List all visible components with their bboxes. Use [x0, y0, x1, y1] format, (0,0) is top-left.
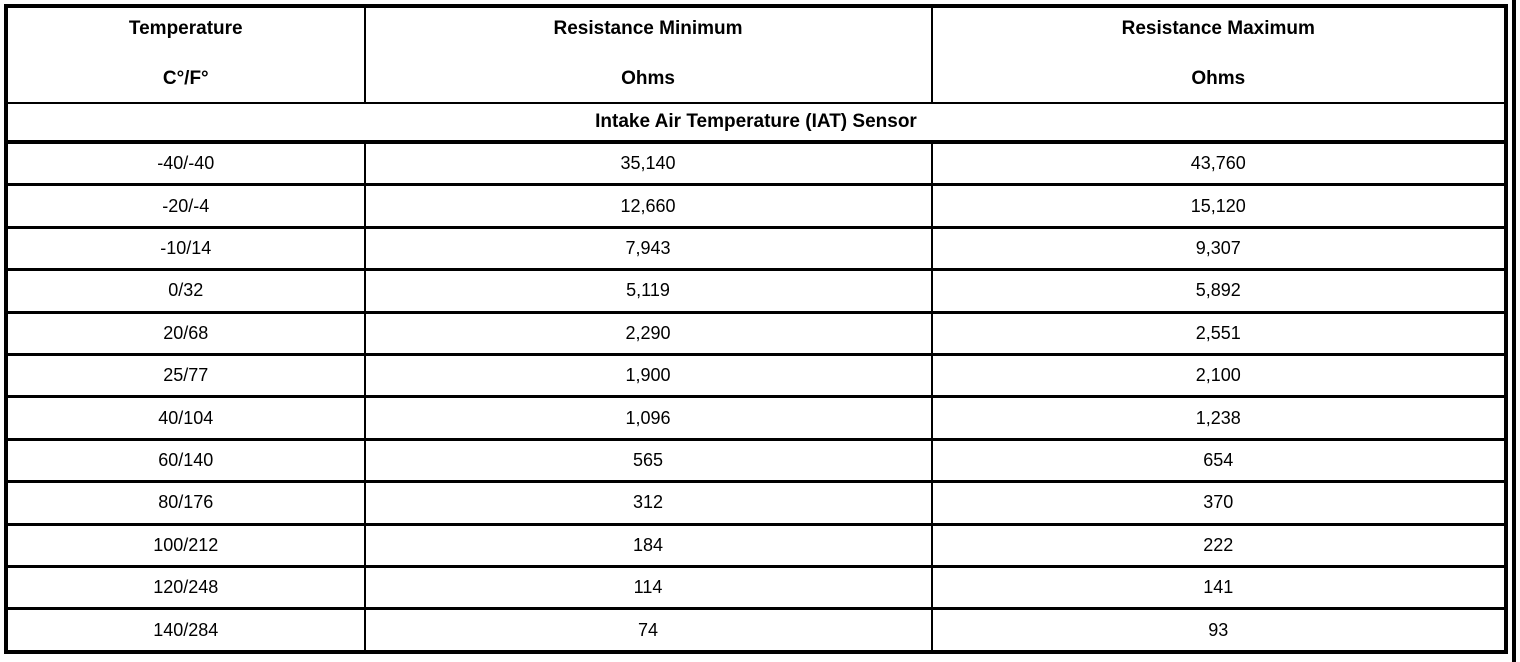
temperature-cell: 80/176	[5, 480, 366, 526]
table-row: 0/32 5,119 5,892	[5, 268, 1507, 314]
resistance-min-column-units: Ohms	[621, 68, 675, 89]
temperature-cell: 140/284	[5, 607, 366, 654]
resistance-max-column-header: Resistance Maximum Ohms	[930, 4, 1507, 104]
resistance-max-column-title: Resistance Maximum	[1121, 18, 1315, 39]
resistance-max-cell: 15,120	[930, 183, 1507, 229]
header-row: Temperature C°/F° Resistance Minimum Ohm…	[5, 4, 1507, 104]
temperature-cell: 0/32	[5, 268, 366, 314]
resistance-min-cell: 1,096	[363, 395, 933, 441]
resistance-min-cell: 312	[363, 480, 933, 526]
resistance-min-cell: 12,660	[363, 183, 933, 229]
section-title: Intake Air Temperature (IAT) Sensor	[5, 102, 1507, 144]
resistance-max-cell: 2,100	[930, 353, 1507, 399]
table-row: -10/14 7,943 9,307	[5, 225, 1507, 272]
table-row: 120/248 114 141	[5, 565, 1507, 611]
resistance-max-cell: 93	[930, 607, 1507, 654]
resistance-max-cell: 141	[930, 565, 1507, 611]
resistance-max-cell: 1,238	[930, 395, 1507, 441]
temperature-cell: 60/140	[5, 437, 366, 484]
temperature-cell: 40/104	[5, 395, 366, 441]
resistance-min-column-title: Resistance Minimum	[553, 18, 743, 39]
resistance-max-cell: 222	[930, 522, 1507, 569]
temperature-cell: 25/77	[5, 353, 366, 399]
temperature-column-title: Temperature	[128, 18, 243, 39]
resistance-max-cell: 43,760	[930, 140, 1507, 187]
resistance-min-cell: 114	[363, 565, 933, 611]
resistance-min-column-header: Resistance Minimum Ohms	[363, 4, 933, 104]
temperature-cell: 20/68	[5, 310, 366, 357]
temperature-cell: 120/248	[5, 565, 366, 611]
page-edge-rule	[1512, 0, 1516, 662]
temperature-cell: 100/212	[5, 522, 366, 569]
table-row: 40/104 1,096 1,238	[5, 395, 1507, 441]
resistance-min-cell: 74	[363, 607, 933, 654]
iat-sensor-resistance-table: Temperature C°/F° Resistance Minimum Ohm…	[4, 4, 1508, 654]
resistance-max-cell: 9,307	[930, 225, 1507, 272]
temperature-cell: -10/14	[5, 225, 366, 272]
resistance-min-cell: 1,900	[363, 353, 933, 399]
resistance-max-column-units: Ohms	[1191, 68, 1246, 89]
resistance-min-cell: 184	[363, 522, 933, 569]
resistance-min-cell: 35,140	[363, 140, 933, 187]
temperature-cell: -20/-4	[5, 183, 366, 229]
resistance-max-cell: 5,892	[930, 268, 1507, 314]
temperature-cell: -40/-40	[5, 140, 366, 187]
resistance-max-cell: 370	[930, 480, 1507, 526]
resistance-max-cell: 654	[930, 437, 1507, 484]
table-row: 20/68 2,290 2,551	[5, 310, 1507, 357]
temperature-column-header: Temperature C°/F°	[5, 4, 366, 104]
table-row: 140/284 74 93	[5, 607, 1507, 654]
table-row: 80/176 312 370	[5, 480, 1507, 526]
resistance-min-cell: 7,943	[363, 225, 933, 272]
temperature-column-units: C°/F°	[162, 68, 209, 89]
section-header-row: Intake Air Temperature (IAT) Sensor	[5, 102, 1507, 144]
table-row: -20/-4 12,660 15,120	[5, 183, 1507, 229]
resistance-max-cell: 2,551	[930, 310, 1507, 357]
table-row: -40/-40 35,140 43,760	[5, 140, 1507, 187]
table-row: 100/212 184 222	[5, 522, 1507, 569]
resistance-min-cell: 2,290	[363, 310, 933, 357]
table-row: 25/77 1,900 2,100	[5, 353, 1507, 399]
table-row: 60/140 565 654	[5, 437, 1507, 484]
resistance-min-cell: 565	[363, 437, 933, 484]
table-body: -40/-40 35,140 43,760 -20/-4 12,660 15,120 -10…	[5, 140, 1507, 654]
resistance-min-cell: 5,119	[363, 268, 933, 314]
